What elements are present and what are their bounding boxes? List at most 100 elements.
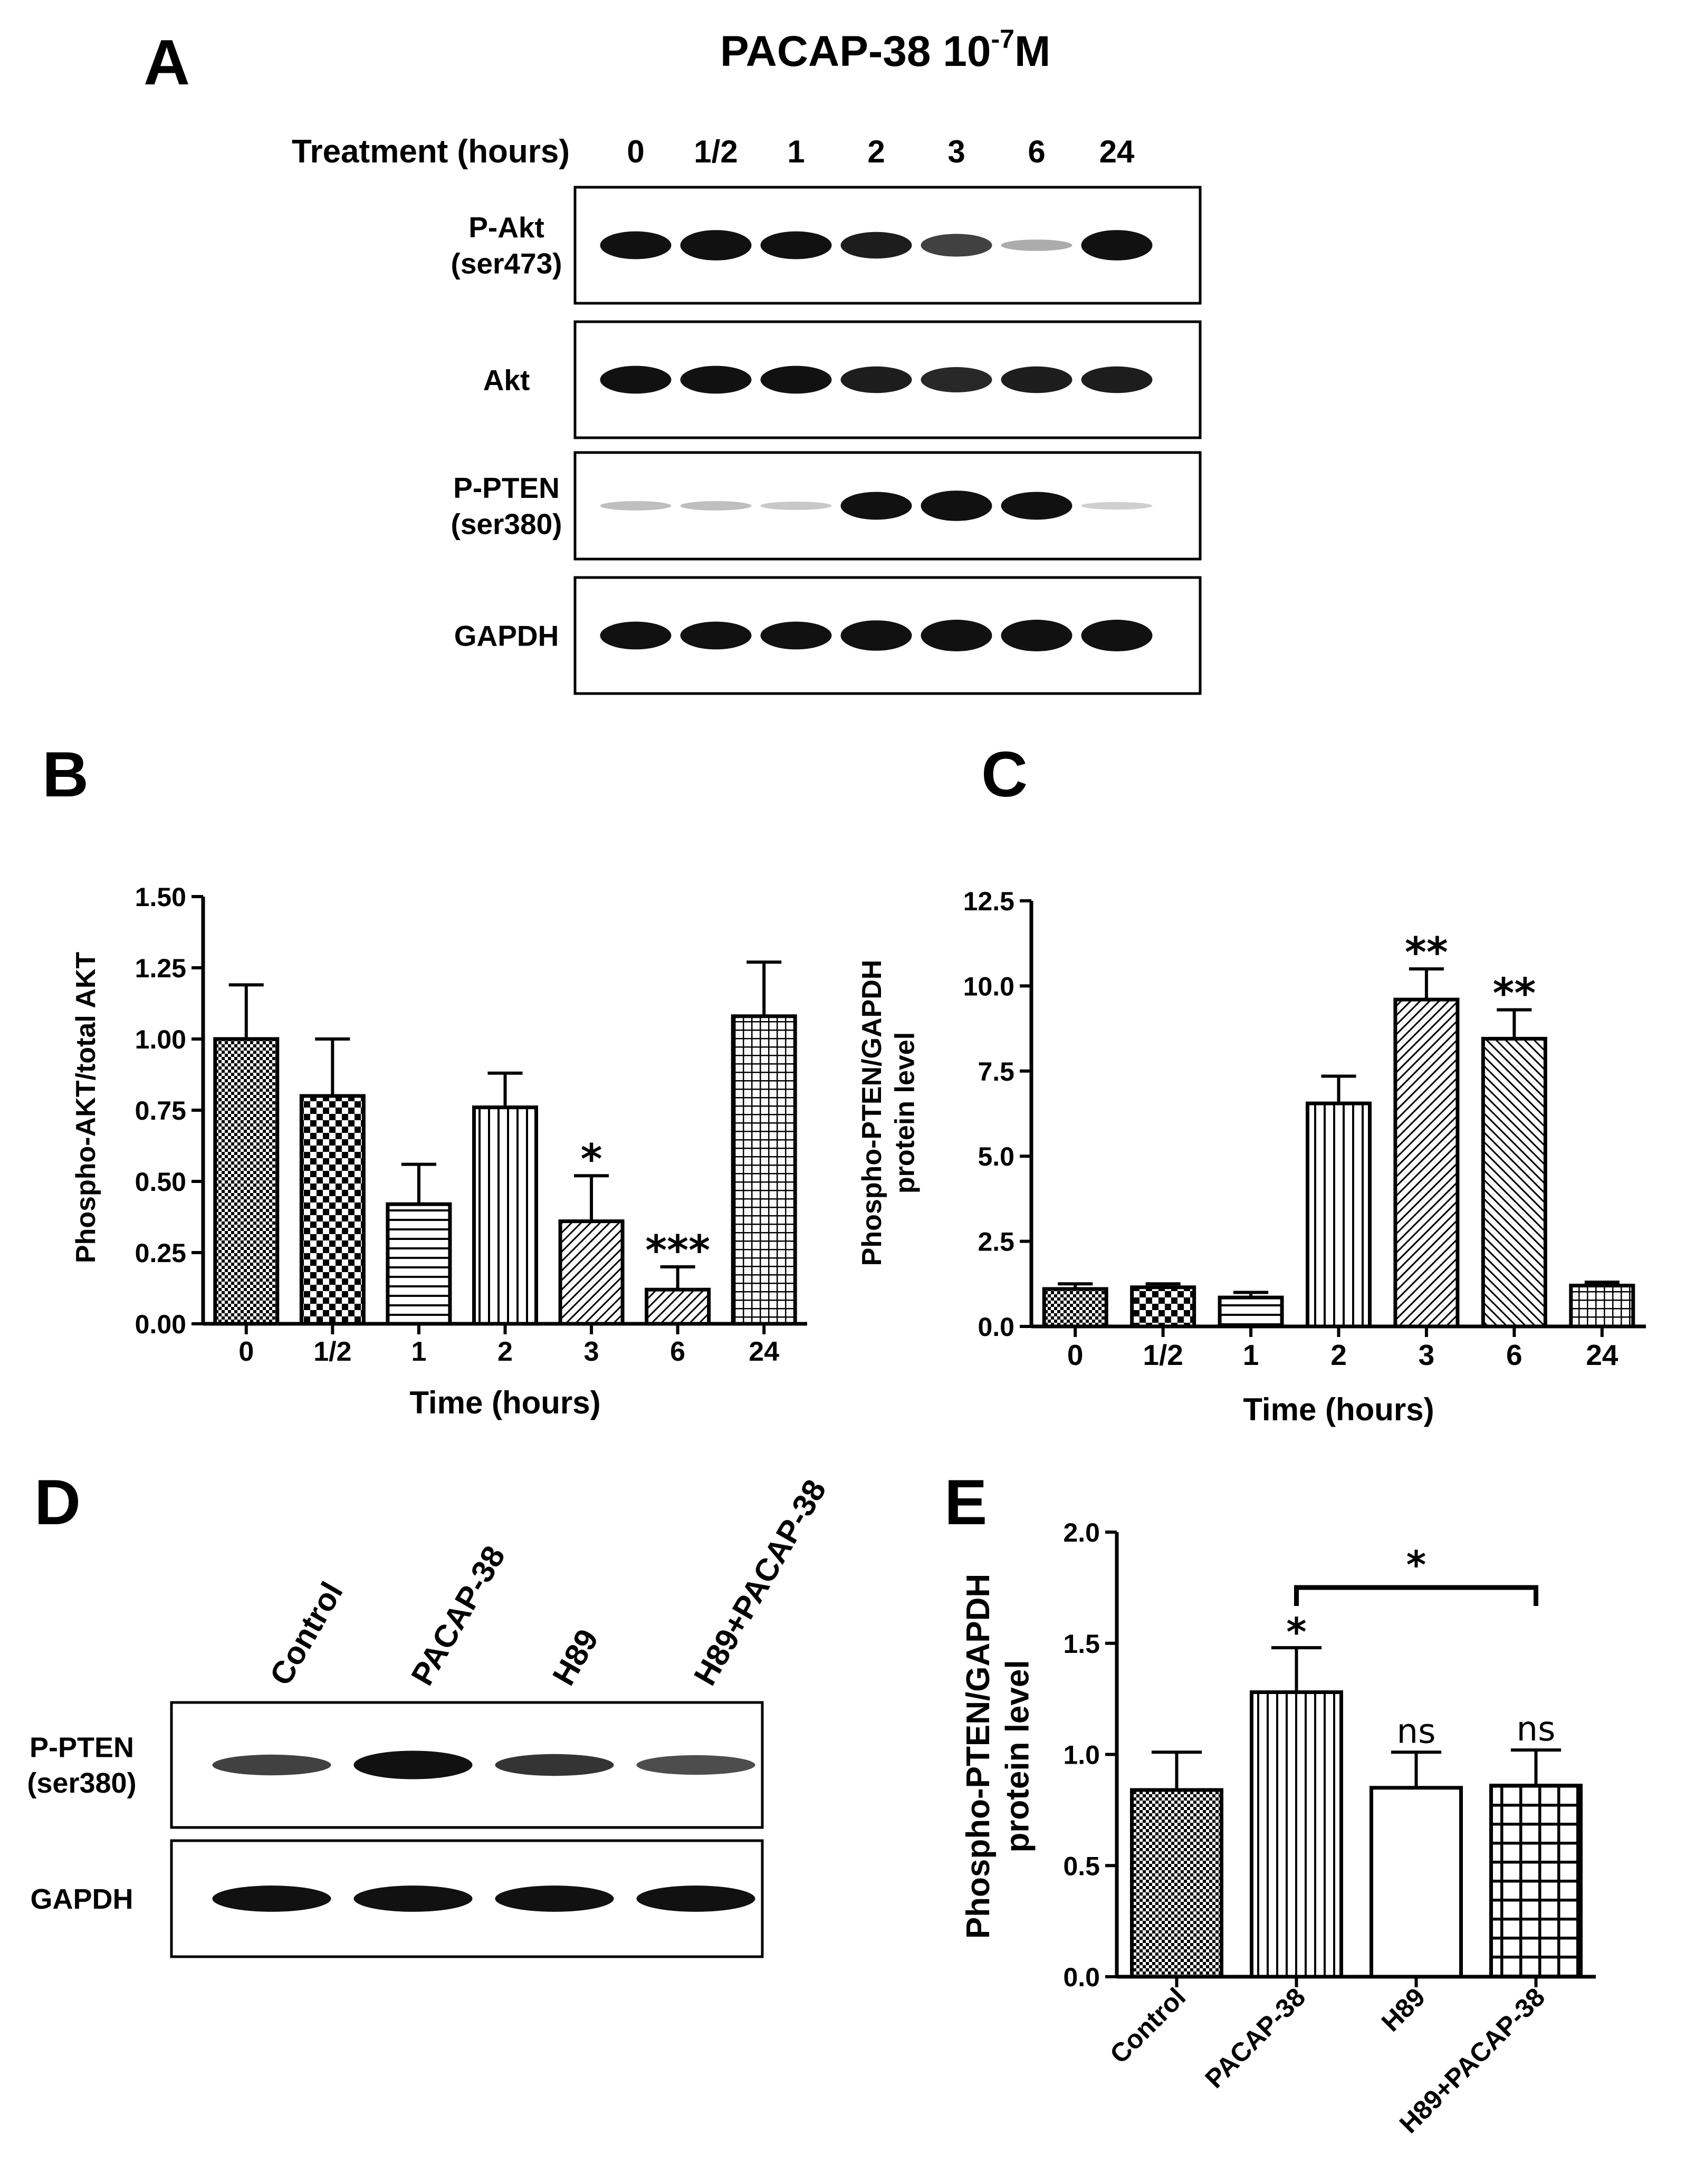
lane-label: 1 bbox=[787, 134, 805, 169]
blot-row: GAPDH bbox=[454, 576, 1202, 695]
panel-b-bar bbox=[299, 1094, 366, 1326]
panel-b-x-axis-label: Time (hours) bbox=[409, 1385, 600, 1420]
panel-e-x-tick-label: Control bbox=[1104, 1982, 1191, 2069]
panel-b-bar bbox=[558, 1219, 625, 1326]
panel-a-letter: A bbox=[143, 26, 190, 98]
blot-band bbox=[921, 620, 992, 651]
blot-band bbox=[760, 365, 832, 394]
blot-band bbox=[760, 502, 832, 510]
panel-b-bar bbox=[731, 1014, 797, 1326]
panel-c-bar bbox=[1218, 1295, 1284, 1329]
blot-band bbox=[1001, 620, 1072, 651]
panel-c-x-tick-label: 1 bbox=[1243, 1339, 1259, 1371]
panel-c-y-axis-label: Phospho-PTEN/GAPDH bbox=[857, 960, 887, 1266]
panel-a-lane-labels: 0 1/2 1 2 3 6 24 bbox=[627, 134, 1135, 169]
blot-label: GAPDH bbox=[30, 1883, 133, 1915]
panel-e-significance-label: ns bbox=[1397, 1712, 1436, 1751]
blot-band bbox=[921, 367, 992, 392]
lane-label: 24 bbox=[1099, 134, 1135, 169]
treatment-hours-label: Treatment (hours) bbox=[292, 133, 570, 170]
blot-band bbox=[353, 1750, 473, 1779]
lane-label: H89 bbox=[545, 1623, 605, 1691]
panel-b-x-tick-label: 6 bbox=[670, 1336, 685, 1367]
panel-c-y-tick-label: 7.5 bbox=[978, 1057, 1014, 1086]
panel-e-y-axis-label: Phospho-PTEN/GAPDH bbox=[960, 1574, 997, 1939]
panel-e-y-tick-label: 2.0 bbox=[1063, 1518, 1100, 1547]
panel-c-y-tick-label: 0.0 bbox=[978, 1312, 1014, 1342]
panel-e-x-tick-label: H89 bbox=[1376, 1982, 1431, 2037]
panel-e-significance-label: ns bbox=[1517, 1710, 1556, 1749]
panel-b-x-tick-label: 24 bbox=[749, 1336, 779, 1367]
panel-c-bar bbox=[1306, 1101, 1372, 1329]
panel-c-bar bbox=[1481, 1036, 1547, 1329]
panel-b-y-tick-label: 1.25 bbox=[135, 954, 186, 983]
panel-e-bar bbox=[1489, 1784, 1583, 1979]
panel-e-letter: E bbox=[944, 1466, 987, 1538]
panel-b-y-tick-label: 0.00 bbox=[135, 1310, 186, 1339]
blot-band bbox=[636, 1885, 755, 1912]
panel-a-blots: P-Akt(ser473) Akt P-PTEN (ser380) GAPDH bbox=[451, 186, 1202, 695]
blot-label: P-PTEN bbox=[453, 472, 560, 504]
chart-panel-c: 0.0 2.5 5.0 7.5 10.0 12.5 0 1/2 1 2 ** 3 ** 6 24 Time (… bbox=[857, 887, 1646, 1427]
panel-e-y-tick-label: 0.0 bbox=[1063, 1962, 1100, 1992]
panel-a-title-exponent: -7 bbox=[991, 24, 1014, 54]
blot-band bbox=[600, 501, 672, 511]
blot-band bbox=[1081, 502, 1153, 510]
blot-band bbox=[921, 234, 992, 257]
lane-label: 6 bbox=[1028, 134, 1045, 169]
panel-c-y-tick-label: 12.5 bbox=[963, 887, 1014, 916]
blot-row: P-PTEN(ser380) bbox=[27, 1701, 764, 1829]
blot-label: Akt bbox=[483, 363, 530, 396]
panel-e-comparison-bracket bbox=[1294, 1585, 1538, 1606]
panel-c-x-tick-label: 24 bbox=[1586, 1339, 1619, 1371]
blot-band bbox=[680, 365, 752, 394]
panel-e-y-tick-label: 1.0 bbox=[1063, 1740, 1100, 1770]
panel-b-x-tick-label: 1/2 bbox=[313, 1336, 351, 1367]
panel-e-bar bbox=[1130, 1788, 1223, 1979]
panel-e-y-tick-label: 0.5 bbox=[1063, 1851, 1100, 1881]
blot-band bbox=[495, 1885, 614, 1912]
panel-b-x-tick-label: 0 bbox=[238, 1336, 254, 1367]
blot-band bbox=[680, 501, 752, 511]
lane-label: 1/2 bbox=[694, 134, 738, 169]
panel-b-y-tick-label: 0.25 bbox=[135, 1238, 186, 1268]
panel-b-y-tick-label: 1.50 bbox=[135, 882, 186, 912]
blot-band bbox=[1001, 239, 1072, 251]
panel-c-bar bbox=[1393, 997, 1460, 1329]
blot-band bbox=[840, 492, 912, 520]
blot-band bbox=[1081, 620, 1153, 651]
panel-e-y-axis-label: protein level bbox=[999, 1660, 1036, 1852]
panel-c-x-tick-label: 2 bbox=[1330, 1339, 1347, 1371]
panel-e-x-tick-label: PACAP-38 bbox=[1199, 1982, 1311, 2094]
blot-band bbox=[760, 621, 832, 650]
panel-c-letter: C bbox=[981, 738, 1028, 810]
panel-a-title: PACAP-38 10-7M bbox=[720, 24, 1050, 75]
panel-c-bar bbox=[1042, 1287, 1108, 1329]
panel-b-y-tick-label: 0.75 bbox=[135, 1096, 186, 1125]
panel-e-bar bbox=[1250, 1690, 1343, 1979]
blot-row: Akt bbox=[483, 320, 1202, 439]
lane-label: 3 bbox=[947, 134, 965, 169]
blot-band bbox=[680, 230, 752, 261]
panel-c-y-tick-label: 2.5 bbox=[978, 1227, 1014, 1257]
blot-band bbox=[1001, 366, 1072, 393]
panel-a-title-unit: M bbox=[1014, 27, 1050, 75]
panel-b-x-tick-label: 2 bbox=[497, 1336, 513, 1367]
panel-c-bar bbox=[1130, 1285, 1196, 1329]
panel-b-y-axis-label: Phospho-AKT/total AKT bbox=[71, 952, 101, 1263]
blot-label: (ser380) bbox=[451, 508, 562, 541]
panel-b-bar bbox=[472, 1105, 538, 1326]
blot-band bbox=[921, 490, 992, 521]
panel-e-y-tick-label: 1.5 bbox=[1063, 1629, 1100, 1659]
panel-d-lane-labels: Control PACAP-38 H89 H89+PACAP-38 bbox=[263, 1474, 833, 1691]
blot-band bbox=[760, 231, 832, 259]
panel-c-y-tick-label: 10.0 bbox=[963, 971, 1014, 1001]
panel-b-y-tick-label: 0.50 bbox=[135, 1167, 186, 1197]
panel-c-x-tick-label: 0 bbox=[1067, 1339, 1084, 1371]
blot-band bbox=[353, 1885, 473, 1912]
blot-row: GAPDH bbox=[30, 1839, 764, 1958]
blot-band bbox=[1081, 366, 1153, 393]
blot-band bbox=[840, 620, 912, 651]
blot-band bbox=[680, 621, 752, 650]
